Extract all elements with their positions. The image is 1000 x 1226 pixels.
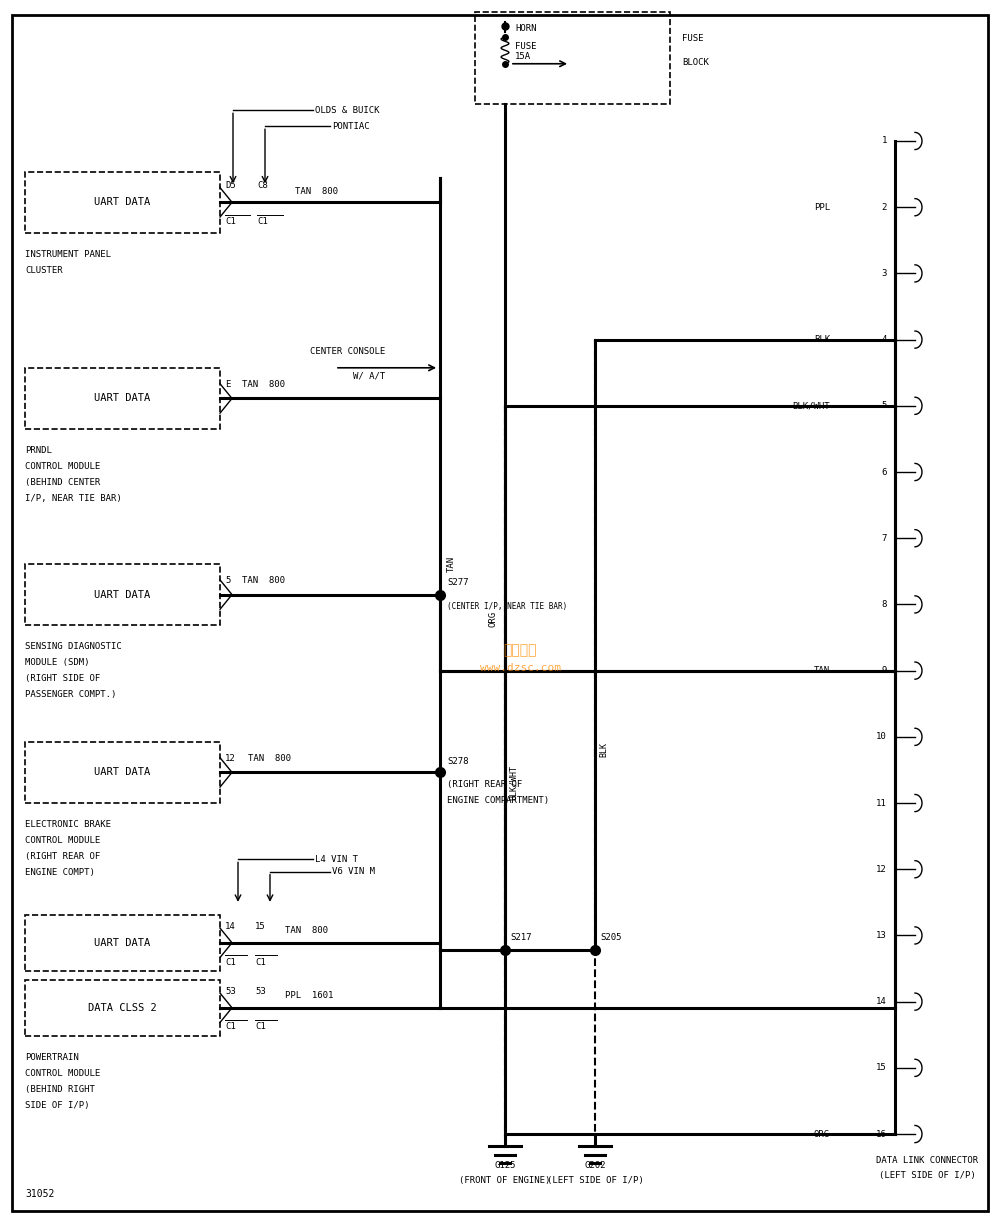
Text: PPL: PPL — [814, 202, 830, 212]
Text: G125: G125 — [494, 1161, 516, 1170]
Text: SENSING DIAGNOSTIC: SENSING DIAGNOSTIC — [25, 642, 122, 651]
Text: TAN: TAN — [447, 555, 456, 573]
Text: S217: S217 — [510, 933, 532, 942]
Text: 5: 5 — [225, 576, 230, 585]
Text: 31052: 31052 — [25, 1189, 54, 1199]
Text: TAN  800: TAN 800 — [285, 927, 328, 935]
Text: S277: S277 — [447, 579, 468, 587]
Text: (RIGHT REAR OF: (RIGHT REAR OF — [447, 780, 522, 788]
Text: HORN: HORN — [515, 25, 536, 33]
Text: 13: 13 — [876, 931, 887, 940]
Text: (RIGHT REAR OF: (RIGHT REAR OF — [25, 852, 100, 861]
Text: ORG: ORG — [814, 1129, 830, 1139]
Text: www.dzsc.com: www.dzsc.com — [480, 663, 560, 673]
Text: (CENTER I/P, NEAR TIE BAR): (CENTER I/P, NEAR TIE BAR) — [447, 602, 567, 611]
Text: PRNDL: PRNDL — [25, 446, 52, 455]
Text: 53: 53 — [225, 987, 236, 996]
Text: UART DATA: UART DATA — [94, 767, 151, 777]
Text: DATA CLSS 2: DATA CLSS 2 — [88, 1003, 157, 1013]
Text: INSTRUMENT PANEL: INSTRUMENT PANEL — [25, 250, 111, 259]
Text: (RIGHT SIDE OF: (RIGHT SIDE OF — [25, 674, 100, 683]
Text: E: E — [225, 380, 230, 389]
Text: C1: C1 — [225, 958, 236, 966]
Text: 12: 12 — [225, 754, 236, 763]
Text: 12: 12 — [876, 864, 887, 874]
Text: BLK: BLK — [599, 742, 608, 756]
Text: V6 VIN M: V6 VIN M — [332, 867, 375, 877]
Text: UART DATA: UART DATA — [94, 938, 151, 948]
Text: C1: C1 — [225, 217, 236, 226]
Text: ENGINE COMPT): ENGINE COMPT) — [25, 868, 95, 877]
Text: 3: 3 — [882, 268, 887, 278]
Text: TAN  800: TAN 800 — [295, 188, 338, 196]
Text: W/ A/T: W/ A/T — [353, 371, 385, 380]
Text: 维库一下: 维库一下 — [503, 642, 537, 657]
Text: MODULE (SDM): MODULE (SDM) — [25, 658, 90, 667]
Text: C1: C1 — [225, 1022, 236, 1031]
Text: CONTROL MODULE: CONTROL MODULE — [25, 1069, 100, 1078]
Text: BLK/WHT: BLK/WHT — [509, 765, 518, 799]
Text: CONTROL MODULE: CONTROL MODULE — [25, 462, 100, 471]
Text: 2: 2 — [882, 202, 887, 212]
Text: 4: 4 — [882, 335, 887, 345]
Text: PPL  1601: PPL 1601 — [285, 992, 333, 1000]
Text: FUSE: FUSE — [682, 33, 703, 43]
Text: 15: 15 — [876, 1063, 887, 1073]
Text: CENTER CONSOLE: CENTER CONSOLE — [310, 347, 385, 356]
Text: C1: C1 — [255, 958, 266, 966]
Text: 7: 7 — [882, 533, 887, 543]
Text: L4 VIN T: L4 VIN T — [315, 855, 358, 864]
Text: G202: G202 — [584, 1161, 606, 1170]
Text: (LEFT SIDE OF I/P): (LEFT SIDE OF I/P) — [879, 1171, 975, 1179]
Text: S205: S205 — [600, 933, 622, 942]
Text: UART DATA: UART DATA — [94, 394, 151, 403]
Text: D5: D5 — [225, 181, 236, 190]
Text: ORG: ORG — [488, 611, 497, 628]
Text: 14: 14 — [876, 997, 887, 1007]
Text: BLOCK: BLOCK — [682, 59, 709, 67]
Text: 15A: 15A — [515, 53, 531, 61]
Text: CONTROL MODULE: CONTROL MODULE — [25, 836, 100, 845]
Text: TAN  800: TAN 800 — [248, 754, 291, 763]
Text: SIDE OF I/P): SIDE OF I/P) — [25, 1101, 90, 1110]
Text: OLDS & BUICK: OLDS & BUICK — [315, 105, 380, 115]
Text: ELECTRONIC BRAKE: ELECTRONIC BRAKE — [25, 820, 111, 829]
Text: (LEFT SIDE OF I/P): (LEFT SIDE OF I/P) — [547, 1176, 643, 1184]
Text: 11: 11 — [876, 798, 887, 808]
Text: I/P, NEAR TIE BAR): I/P, NEAR TIE BAR) — [25, 494, 122, 503]
Text: 53: 53 — [255, 987, 266, 996]
Text: CLUSTER: CLUSTER — [25, 266, 63, 275]
Text: 14: 14 — [225, 922, 236, 931]
Text: (BEHIND RIGHT: (BEHIND RIGHT — [25, 1085, 95, 1094]
Text: FUSE: FUSE — [515, 42, 536, 51]
Text: (BEHIND CENTER: (BEHIND CENTER — [25, 478, 100, 487]
Text: 5: 5 — [882, 401, 887, 411]
Text: UART DATA: UART DATA — [94, 590, 151, 600]
Text: 6: 6 — [882, 467, 887, 477]
Text: 15: 15 — [255, 922, 266, 931]
Text: TAN: TAN — [814, 666, 830, 676]
Text: HOT AT ALL TIMES: HOT AT ALL TIMES — [480, 0, 566, 2]
Text: BLK: BLK — [814, 335, 830, 345]
Text: S278: S278 — [447, 758, 468, 766]
Text: TAN  800: TAN 800 — [242, 576, 285, 585]
Text: 10: 10 — [876, 732, 887, 742]
Text: PONTIAC: PONTIAC — [332, 121, 370, 131]
Text: UART DATA: UART DATA — [94, 197, 151, 207]
Text: ENGINE COMPARTMENT): ENGINE COMPARTMENT) — [447, 796, 549, 804]
Text: C8: C8 — [257, 181, 268, 190]
Text: POWERTRAIN: POWERTRAIN — [25, 1053, 79, 1062]
Text: 9: 9 — [882, 666, 887, 676]
Text: (FRONT OF ENGINE): (FRONT OF ENGINE) — [459, 1176, 551, 1184]
Text: TAN  800: TAN 800 — [242, 380, 285, 389]
Text: 16: 16 — [876, 1129, 887, 1139]
Text: C1: C1 — [255, 1022, 266, 1031]
Text: PASSENGER COMPT.): PASSENGER COMPT.) — [25, 690, 116, 699]
Text: C1: C1 — [257, 217, 268, 226]
Text: 8: 8 — [882, 600, 887, 609]
Text: DATA LINK CONNECTOR: DATA LINK CONNECTOR — [876, 1156, 978, 1165]
Text: BLK/WHT: BLK/WHT — [792, 401, 830, 411]
Text: 1: 1 — [882, 136, 887, 146]
